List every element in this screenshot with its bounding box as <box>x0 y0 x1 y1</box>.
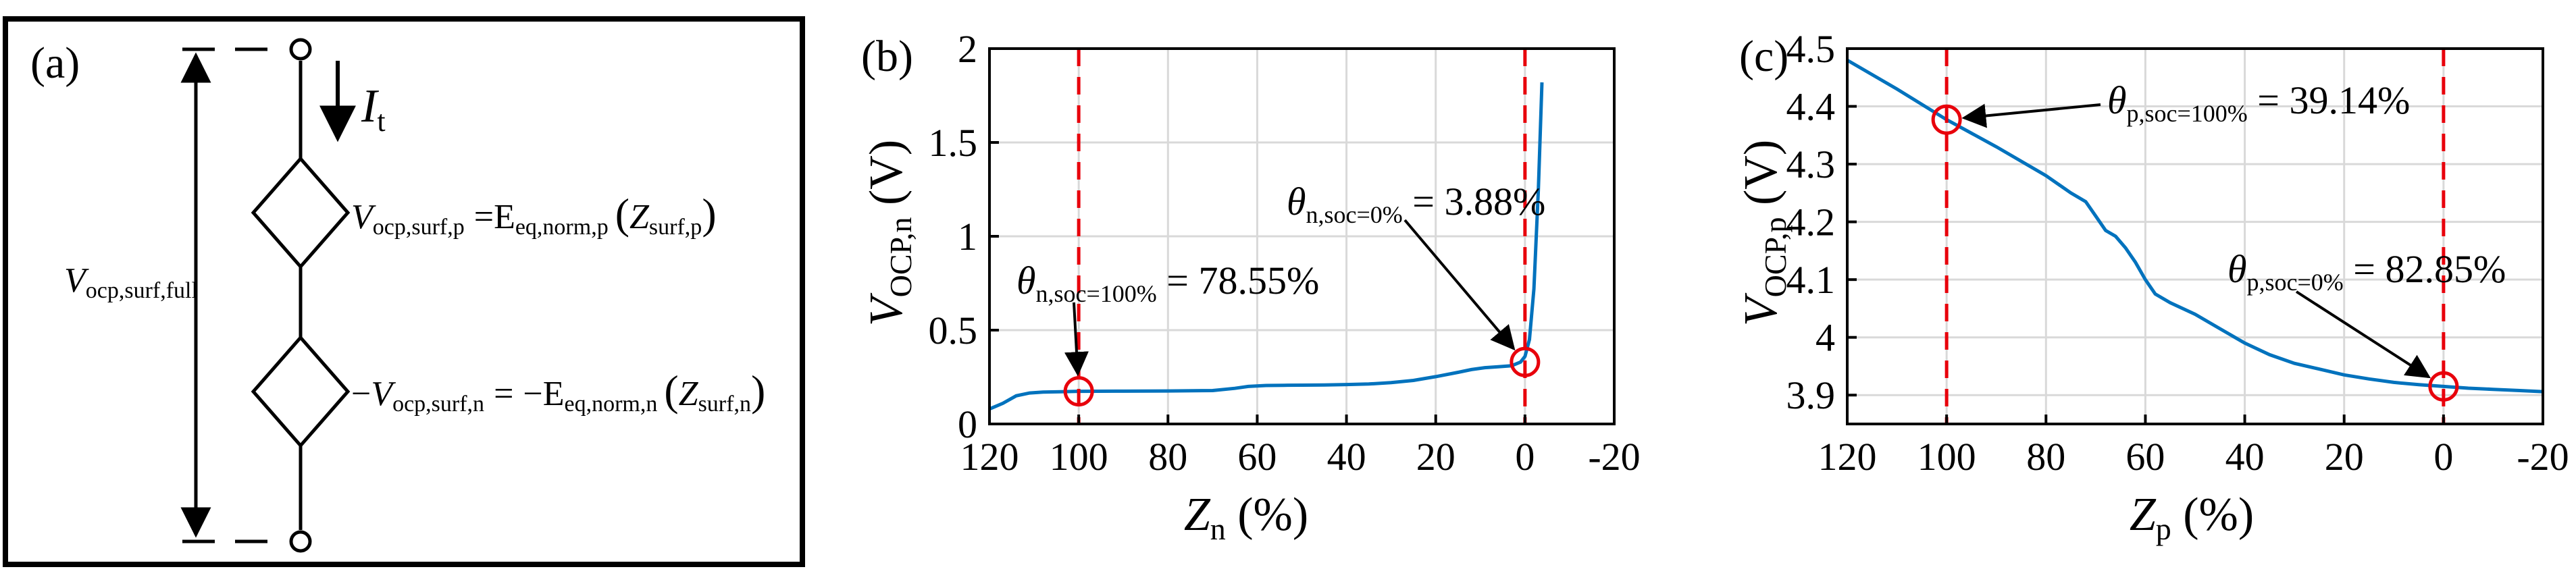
y-tick-label: 4.5 <box>1786 27 1836 71</box>
chart-panel-b: (b) 120 100 80 60 40 20 0 -20 0 0.5 1 1.5 2 θn,soc=10… <box>860 27 1641 546</box>
y-tick-label: 0 <box>958 402 977 446</box>
y-tick-label: 4.2 <box>1786 201 1836 244</box>
y-axis-label-b: VOCP,n (V) <box>860 140 918 326</box>
x-axis-label-b: Zn (%) <box>1184 489 1308 546</box>
top-terminal <box>289 38 312 61</box>
soc-marker <box>1931 104 1962 135</box>
x-tick-label: 80 <box>1148 435 1187 479</box>
ocp-curve <box>989 82 1544 411</box>
annotation-arrow <box>2295 290 2431 379</box>
soc-annotation: θn,soc=100% = 78.55% <box>1016 259 1319 307</box>
y-tick-label: 1 <box>958 215 977 259</box>
bottom-terminal <box>289 530 312 553</box>
x-tick-label: 100 <box>1050 435 1108 479</box>
current-label: It <box>361 80 386 138</box>
axes-frame <box>1846 47 2544 425</box>
annotation-arrow <box>1064 302 1089 377</box>
x-tick-label: 0 <box>2433 435 2453 479</box>
x-tick-label: 60 <box>2126 435 2165 479</box>
panel-label-c: (c) <box>1739 32 1788 81</box>
x-tick-label: -20 <box>2517 435 2569 479</box>
dependent-source-positive <box>251 156 351 269</box>
panel-label-a: (a) <box>30 38 80 88</box>
negative-source-equation: −Vocp,surf,n = −Eeq,norm,n (Zsurf,n) <box>351 367 765 417</box>
y-tick-label: 0.5 <box>929 309 978 352</box>
soc-annotation: θn,soc=0% = 3.88% <box>1287 180 1545 228</box>
full-voltage-label: Vocp,surf,full <box>64 261 198 303</box>
y-tick-label: 2 <box>958 27 977 71</box>
y-axis-label-c: VOCP,p (V) <box>1735 140 1793 326</box>
y-tick-label: 1.5 <box>929 121 978 165</box>
soc-annotation: θp,soc=100% = 39.14% <box>2107 78 2410 127</box>
x-tick-label: 60 <box>1237 435 1277 479</box>
soc-annotation: θp,soc=0% = 82.85% <box>2227 247 2506 296</box>
x-axis-label-c: Zp (%) <box>2130 489 2254 546</box>
dependent-source-negative <box>251 335 351 448</box>
chart-panel-c: (c) 120 100 80 60 40 20 0 -20 3.9 4 4.1 4.2 4.3 4.4 4.… <box>1735 27 2569 546</box>
y-tick-label: 4 <box>1815 316 1835 360</box>
y-tick-label: 4.1 <box>1786 258 1836 302</box>
y-tick-label: 4.3 <box>1786 142 1836 186</box>
positive-source-equation: Vocp,surf,p =Eeq,norm,p (Zsurf,p) <box>351 190 717 240</box>
x-tick-label: 120 <box>960 435 1019 479</box>
ocp-curve <box>1846 58 2544 394</box>
annotation-arrow <box>1961 103 2101 128</box>
x-tick-label: 120 <box>1818 435 1877 479</box>
x-tick-label: 20 <box>1416 435 1456 479</box>
x-tick-label: 40 <box>1327 435 1366 479</box>
circuit-panel: (a) Vocp,surf,full It Vocp,surf,p =Eeq,no… <box>3 16 805 567</box>
y-tick-label: 4.4 <box>1786 85 1836 129</box>
soc-marker <box>1510 346 1541 377</box>
circuit-frame <box>3 16 805 567</box>
soc-marker <box>1063 376 1094 407</box>
x-tick-label: 80 <box>2026 435 2065 479</box>
x-tick-label: -20 <box>1588 435 1640 479</box>
x-tick-label: 40 <box>2225 435 2265 479</box>
annotation-arrow <box>1403 219 1516 351</box>
x-tick-label: 0 <box>1515 435 1535 479</box>
plot-area-c: 120 100 80 60 40 20 0 -20 3.9 4 4.1 4.2 4.3 4.4 4.5 θp,… <box>1786 27 2569 479</box>
x-tick-label: 20 <box>2325 435 2364 479</box>
plot-area-b: 120 100 80 60 40 20 0 -20 0 0.5 1 1.5 2 θn,soc=100% =… <box>929 27 1641 479</box>
panel-label-b: (b) <box>861 32 913 81</box>
y-tick-label: 3.9 <box>1786 373 1836 417</box>
x-tick-label: 100 <box>1917 435 1976 479</box>
soc-marker <box>2428 371 2459 402</box>
